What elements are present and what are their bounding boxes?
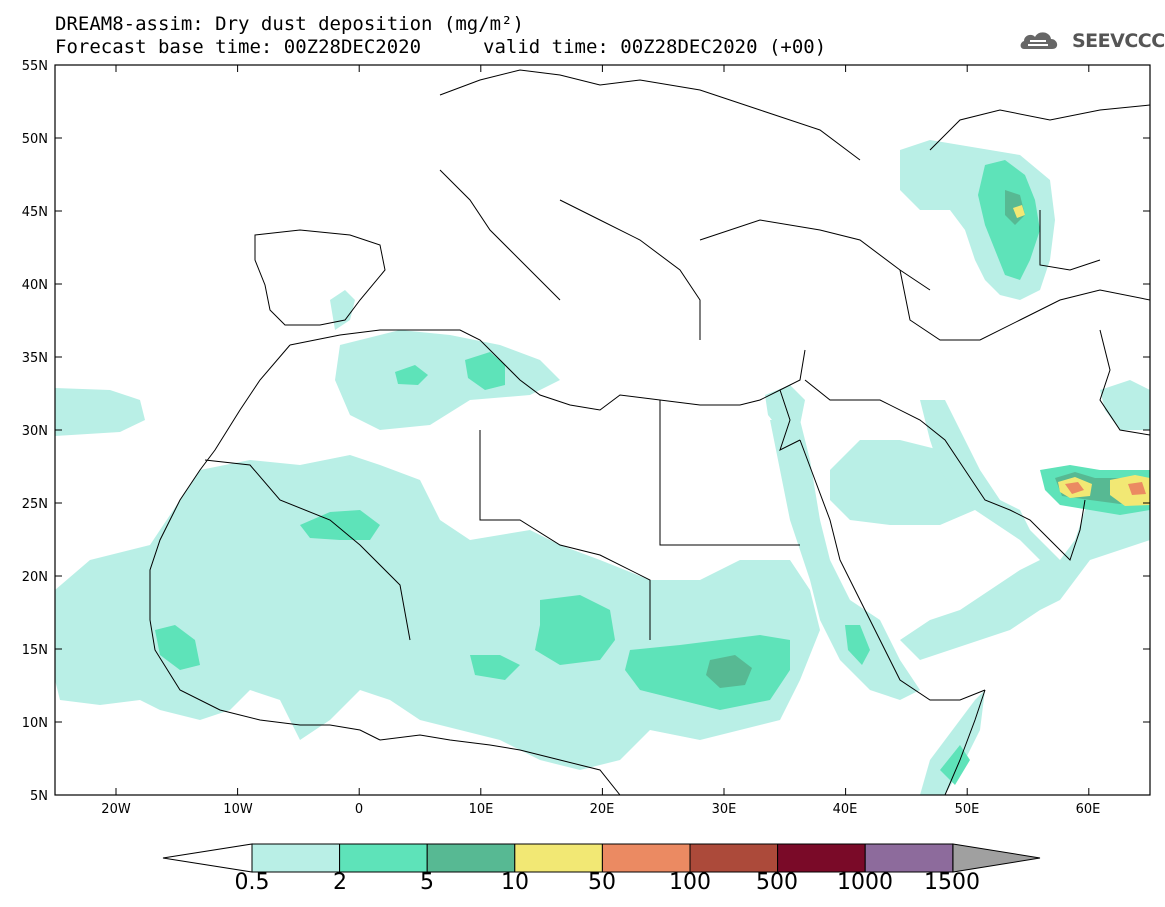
dust-area-chad [535,595,615,665]
lon-label: 20W [101,802,131,817]
lat-label: 50N [22,132,48,147]
lon-label: 20E [590,802,615,817]
colorbar-label: 100 [669,870,711,895]
colorbar-label: 1000 [837,870,893,895]
colorbar-segment [601,843,691,873]
dust-area-pakistan-orange [1128,482,1146,495]
dust-area-niger [470,655,520,680]
lon-label: 40E [833,802,858,817]
colorbar-label: 50 [588,870,616,895]
lon-label: 50E [955,802,980,817]
dust-area-somalia-coast [940,745,970,785]
colorbar-segment [864,843,954,873]
latitude-labels: 55N 50N 45N 40N 35N 30N 25N 20N 15N 10N … [22,59,48,804]
cloud-logo-icon [1020,32,1058,49]
lat-label: 55N [22,59,48,74]
map-title: DREAM8-assim: Dry dust deposition (mg/m²… [55,13,524,35]
axis-ticks [55,64,1150,796]
lon-label: 10W [223,802,253,817]
coastlines [149,69,1150,795]
lat-label: 10N [22,716,48,731]
colorbar-segment [426,843,516,873]
colorbar-segment [339,843,428,873]
lon-label: 30E [712,802,737,817]
colorbar-segment [514,843,603,873]
dust-area-iran-east [1100,380,1150,430]
colorbar-segment [689,843,779,873]
lat-label: 15N [22,643,48,658]
colorbar-label: 2 [333,870,347,895]
colorbar [162,843,1041,873]
forecast-base-time: Forecast base time: 00Z28DEC2020 [55,36,422,58]
dust-area-eritrea [845,625,870,665]
colorbar-high-triangle [952,843,1041,873]
dust-area-levant [765,385,805,430]
dust-area-sahara-north [335,330,560,430]
dust-area-mauritania [300,510,380,540]
dust-area-somalia [920,690,985,795]
colorbar-label: 500 [756,870,798,895]
colorbar-label: 5 [420,870,434,895]
dust-area-gulf [900,400,1150,660]
dust-area-iran-orange [1065,482,1084,494]
colorbar-segment [251,843,341,873]
colorbar-label: 10 [501,870,529,895]
map-field [55,69,1150,795]
lon-label: 60E [1076,802,1101,817]
lat-label: 20N [22,570,48,585]
lat-label: 25N [22,497,48,512]
colorbar-label: 0.5 [234,870,270,895]
dust-area-kazakh [978,160,1040,280]
colorbar-low-triangle [162,843,253,873]
lat-label: 45N [22,205,48,220]
dust-area-west-africa [55,455,820,770]
dust-area-tunisia [465,352,505,390]
dust-area-iberia [330,290,355,330]
dust-area-atlantic [55,388,145,436]
longitude-labels: 20W 10W 0 10E 20E 30E 40E 50E 60E [101,802,1100,817]
lat-label: 30N [22,424,48,439]
dust-area-kazakh-yellow [1013,205,1025,218]
dust-area-sudan-core [706,655,752,688]
colorbar-label: 1500 [924,870,980,895]
colorbar-segment [777,843,866,873]
lon-label: 10E [469,802,494,817]
dust-area-algeria [395,365,428,385]
valid-time: valid time: 00Z28DEC2020 (+00) [483,36,827,58]
dust-area-senegal [155,625,200,670]
lat-label: 40N [22,278,48,293]
logo-text: SEEVCCC [1072,30,1165,52]
dust-area-red-sea [770,420,920,700]
lat-label: 5N [30,789,48,804]
lat-label: 35N [22,351,48,366]
lon-label: 0 [355,802,363,817]
